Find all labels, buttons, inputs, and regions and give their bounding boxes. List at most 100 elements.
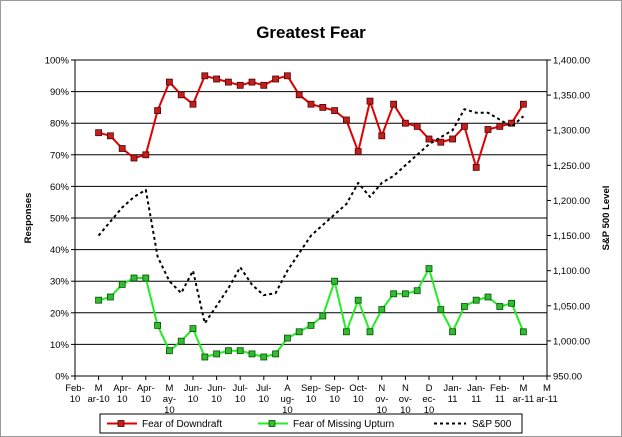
y2-tick-label: 1,200.00 — [553, 196, 590, 207]
x-tick-label: Jul-10 — [233, 383, 248, 405]
y2-tick-label: 1,000.00 — [553, 336, 590, 347]
data-point-fear-of-missing-upturn — [390, 290, 398, 298]
data-point-fear-of-missing-upturn — [283, 334, 291, 342]
data-point-fear-of-downdraft — [177, 91, 185, 99]
y-tick-label: 20% — [50, 308, 70, 319]
data-point-fear-of-missing-upturn — [496, 303, 504, 310]
data-point-fear-of-downdraft — [496, 123, 504, 130]
legend: Fear of Downdraft Fear of Missing Upturn… — [99, 413, 523, 434]
data-point-fear-of-downdraft — [283, 72, 291, 80]
legend-box — [99, 413, 523, 434]
data-point-fear-of-downdraft — [413, 123, 421, 130]
data-point-fear-of-downdraft — [437, 138, 445, 146]
data-point-fear-of-downdraft — [354, 148, 362, 156]
data-point-fear-of-missing-upturn — [307, 321, 315, 329]
x-tick-label: Feb-11 — [490, 383, 510, 405]
x-tick-label: Jan-11 — [443, 383, 461, 405]
data-point-fear-of-downdraft — [401, 119, 409, 127]
data-point-fear-of-missing-upturn — [425, 265, 433, 273]
data-point-fear-of-downdraft — [460, 123, 468, 130]
data-point-fear-of-downdraft — [449, 135, 457, 143]
y-tick-label: 40% — [50, 245, 70, 256]
data-point-fear-of-downdraft — [165, 78, 173, 86]
data-point-fear-of-downdraft — [130, 154, 138, 162]
data-point-fear-of-missing-upturn — [213, 350, 221, 358]
data-point-fear-of-missing-upturn — [95, 296, 102, 304]
y-tick-label: 50% — [50, 214, 70, 225]
y2-tick-label: 1,150.00 — [553, 231, 590, 242]
x-tick-label: Jul-10 — [256, 383, 271, 405]
y-axis-title: Responses — [23, 193, 34, 244]
data-point-fear-of-missing-upturn — [201, 353, 209, 361]
data-point-fear-of-downdraft — [272, 75, 280, 83]
legend-item-sp500: S&P 500 — [434, 419, 512, 430]
x-tick-label: Apr-10 — [137, 383, 155, 405]
data-point-fear-of-missing-upturn — [189, 325, 197, 333]
x-tick-label: Jun-10 — [184, 383, 202, 405]
x-tick-label: Oct-10 — [349, 383, 367, 405]
data-point-fear-of-missing-upturn — [354, 296, 362, 304]
data-point-fear-of-missing-upturn — [472, 296, 480, 304]
y2-tick-label: 1,300.00 — [553, 126, 590, 137]
data-point-fear-of-downdraft — [260, 81, 268, 89]
data-point-fear-of-downdraft — [378, 132, 386, 140]
axes — [71, 59, 551, 380]
data-point-fear-of-missing-upturn — [460, 303, 468, 310]
data-point-fear-of-missing-upturn — [165, 347, 173, 355]
y2-tick-label: 1,050.00 — [553, 301, 590, 312]
data-point-fear-of-missing-upturn — [295, 328, 303, 336]
y-tick-label: 100% — [45, 56, 70, 67]
data-point-fear-of-missing-upturn — [401, 290, 409, 298]
y-tick-label: 0% — [55, 372, 69, 383]
data-point-fear-of-missing-upturn — [154, 321, 162, 329]
legend-label-missing-upturn: Fear of Missing Upturn — [293, 419, 394, 430]
tick-labels: 0% 10% 20% 30% 40% 50% 60% 70% 80% 90% 100% 950.00 1… — [45, 56, 590, 417]
data-point-fear-of-downdraft — [319, 104, 327, 111]
data-point-fear-of-missing-upturn — [331, 277, 339, 285]
data-point-fear-of-downdraft — [472, 163, 480, 171]
y-tick-label: 10% — [50, 340, 70, 351]
data-point-fear-of-missing-upturn — [177, 337, 185, 345]
data-point-fear-of-missing-upturn — [508, 299, 516, 307]
data-point-fear-of-downdraft — [484, 126, 492, 133]
y2-tick-label: 1,250.00 — [553, 161, 590, 172]
x-tick-label: Sep-10 — [301, 383, 321, 405]
y-tick-label: 30% — [50, 277, 70, 288]
legend-label-sp500: S&P 500 — [472, 419, 512, 430]
x-tick-label: Jan-11 — [467, 383, 485, 405]
data-point-fear-of-missing-upturn — [378, 306, 386, 314]
legend-item-downdraft: Fear of Downdraft — [107, 419, 222, 430]
data-point-fear-of-downdraft — [425, 135, 433, 143]
data-point-fear-of-missing-upturn — [449, 328, 457, 336]
data-point-fear-of-missing-upturn — [224, 347, 232, 355]
data-point-fear-of-downdraft — [201, 72, 209, 80]
data-point-fear-of-missing-upturn — [342, 328, 350, 336]
data-point-fear-of-missing-upturn — [366, 328, 374, 336]
data-point-fear-of-downdraft — [331, 107, 339, 114]
x-tick-label: Jun-10 — [207, 383, 225, 405]
data-point-fear-of-downdraft — [307, 100, 315, 108]
legend-swatch-downdraft-marker — [117, 420, 125, 427]
series — [95, 72, 527, 361]
data-point-fear-of-downdraft — [95, 129, 102, 137]
data-point-fear-of-downdraft — [213, 75, 221, 83]
x-tick-label: Sep-10 — [325, 383, 345, 405]
data-point-fear-of-downdraft — [390, 100, 398, 108]
data-point-fear-of-downdraft — [295, 91, 303, 99]
data-point-fear-of-downdraft — [189, 100, 197, 108]
data-point-fear-of-downdraft — [107, 132, 114, 140]
data-point-fear-of-missing-upturn — [520, 328, 527, 336]
data-point-fear-of-downdraft — [118, 145, 126, 152]
data-point-fear-of-missing-upturn — [437, 306, 445, 314]
y2-tick-label: 1,100.00 — [553, 266, 590, 277]
legend-item-missing-upturn: Fear of Missing Upturn — [258, 419, 394, 430]
data-point-fear-of-missing-upturn — [118, 280, 126, 288]
data-point-fear-of-missing-upturn — [236, 347, 244, 355]
